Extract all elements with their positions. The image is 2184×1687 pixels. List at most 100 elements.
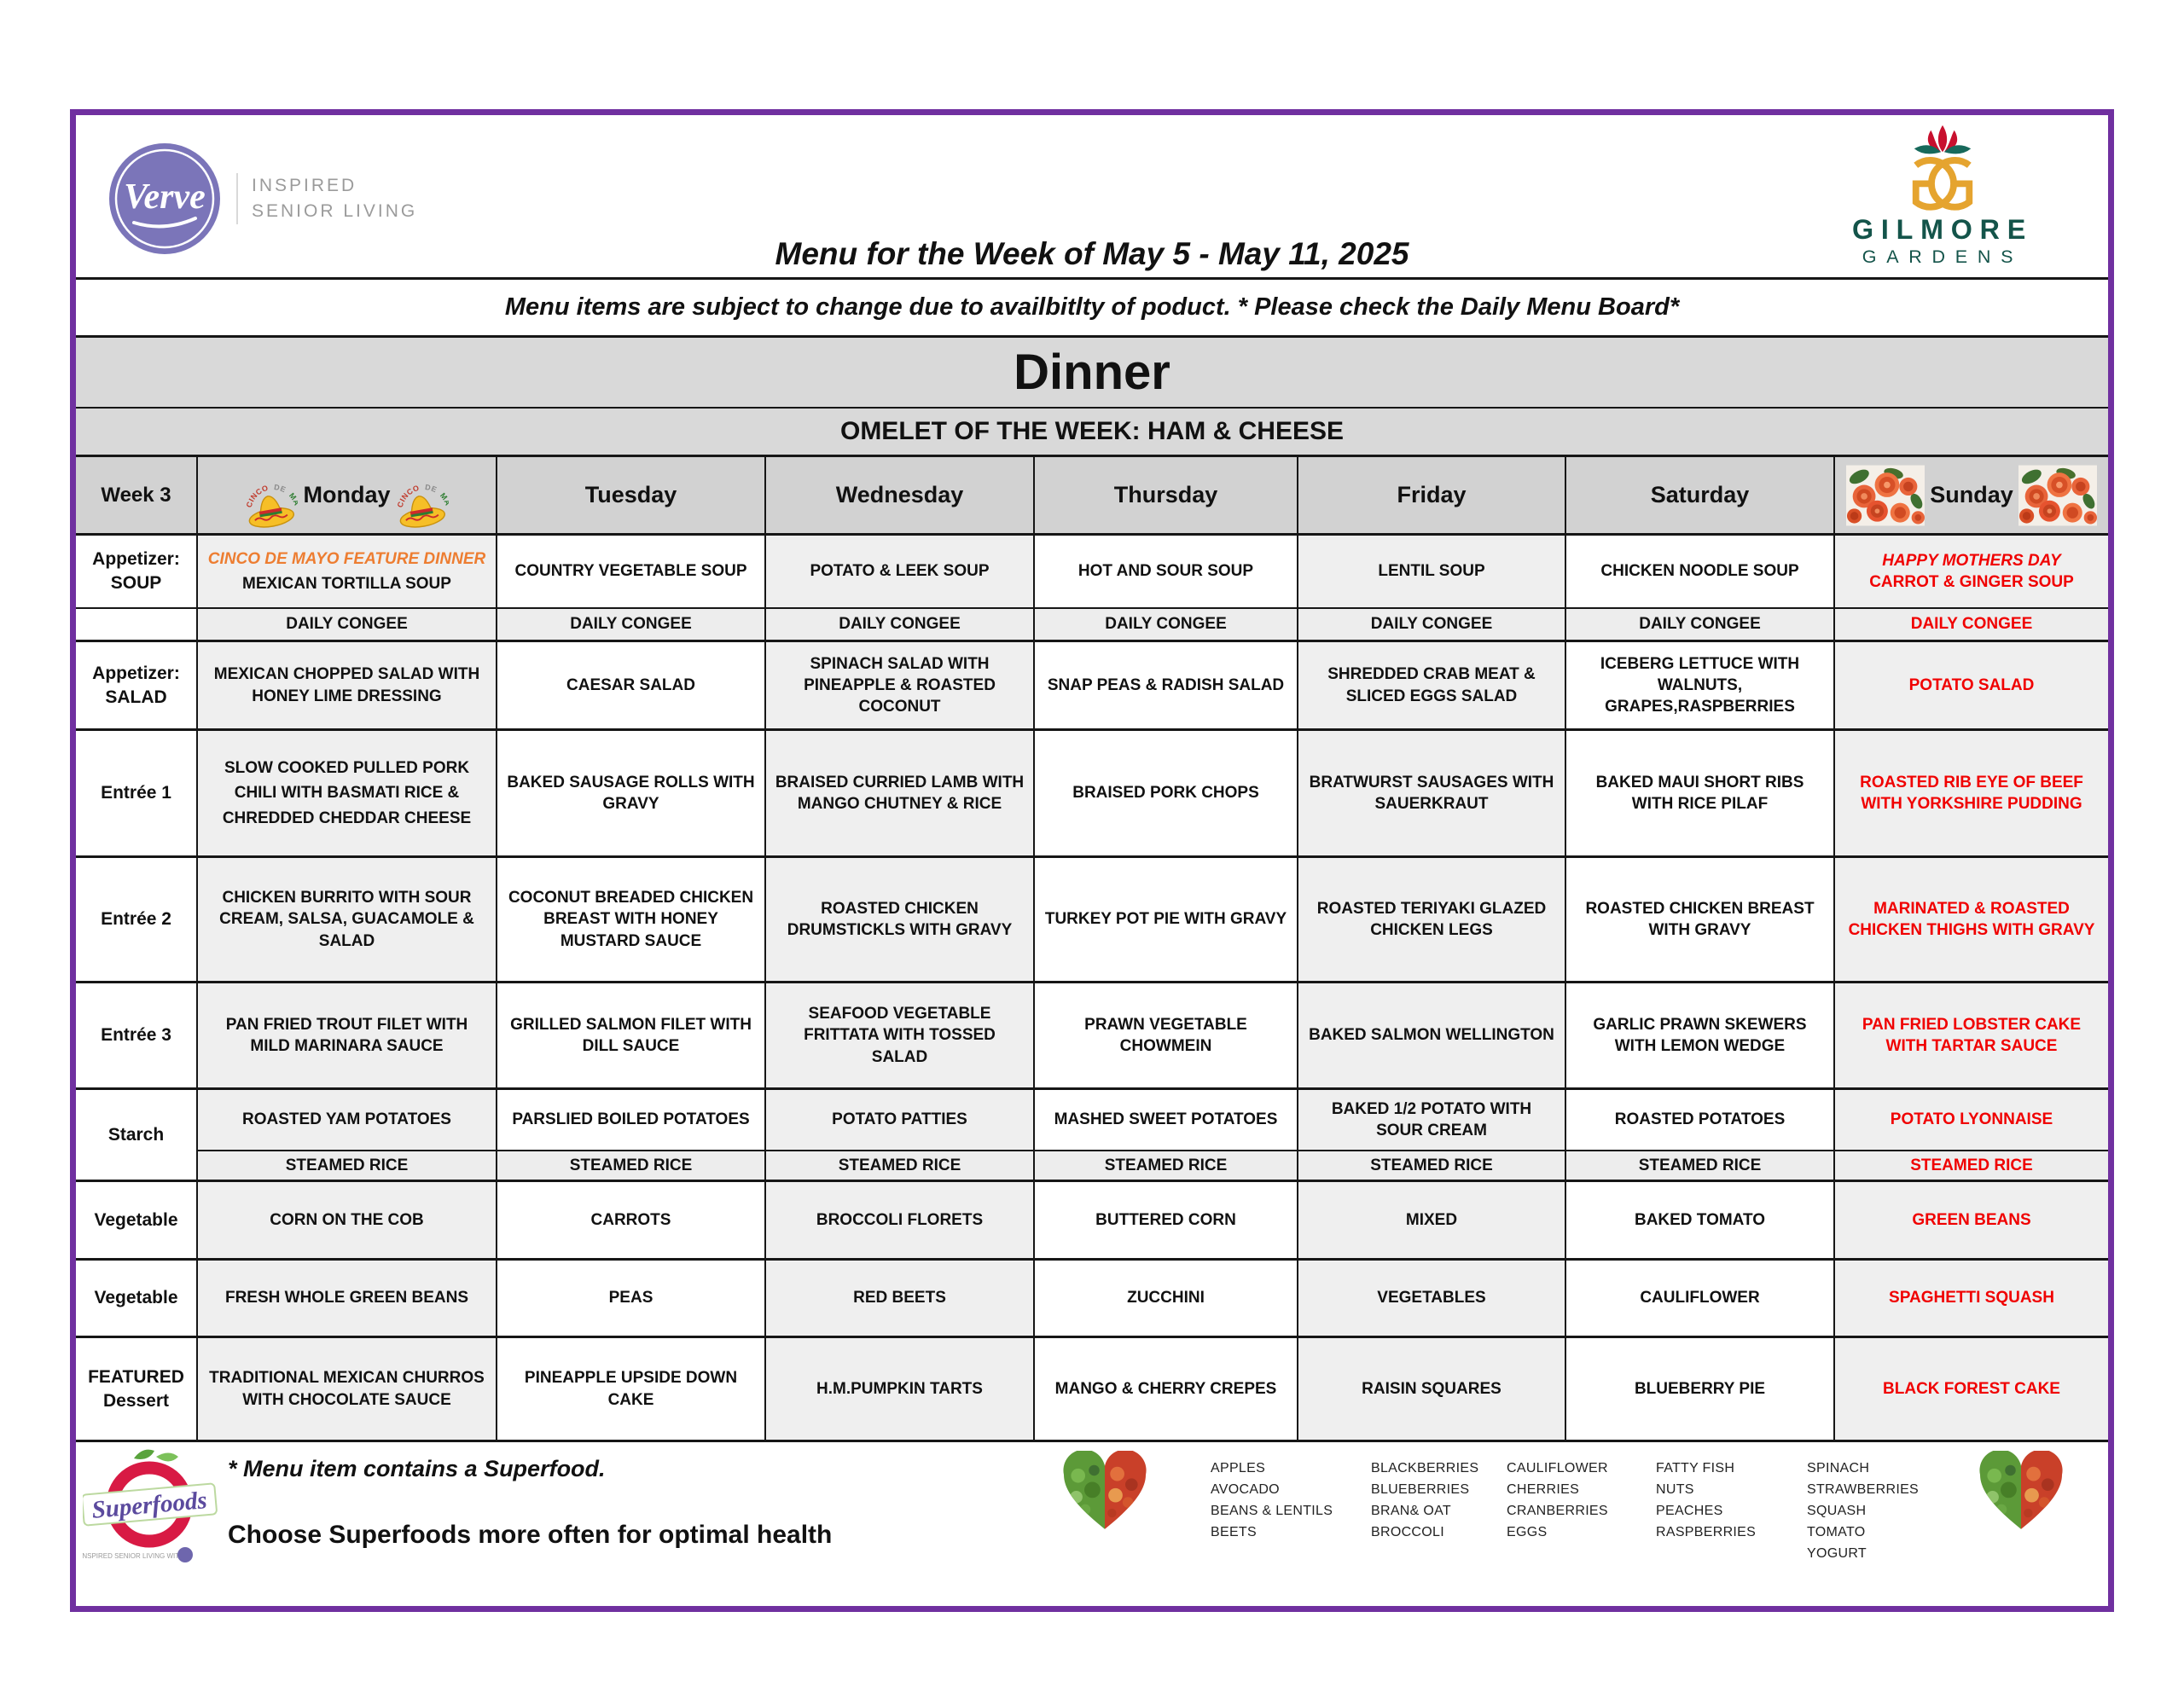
superfood-tagline: Choose Superfoods more often for optimal… [228,1521,833,1549]
cell-rice-friday: STEAMED RICE [1297,1150,1565,1180]
superfood-item: BEETS [1211,1525,1257,1539]
logo-row: Verve INSPIRED SENIOR LIVING GILMORE GAR… [76,115,2108,277]
superfood-item: BRAN& OAT [1371,1504,1451,1518]
cell-rice-tuesday: STEAMED RICE [496,1150,764,1180]
verve-logo-icon: Verve [109,143,220,254]
superfood-column: FATTY FISH NUTS PEACHES RASPBERRIES [1656,1458,1807,1564]
superfoods-logo-subtext: INSPIRED SENIOR LIVING WITH [83,1552,184,1560]
row-label-entree1: Entrée 1 [76,728,196,855]
cell-veg2-saturday: CAULIFLOWER [1565,1258,1833,1336]
superfood-item: BLACKBERRIES [1371,1461,1479,1475]
day-header-sunday: Sunday [1833,457,2108,533]
cell-starch-friday: BAKED 1/2 POTATO WITH SOUR CREAM [1297,1087,1565,1150]
cell-veg1-wednesday: BROCCOLI FLORETS [764,1180,1033,1258]
superfood-item: RASPBERRIES [1656,1525,1757,1539]
day-label-saturday: Saturday [1650,481,1750,507]
cinco-feature-note: CINCO DE MAYO FEATURE DINNER [207,549,486,568]
cell-entree3-friday: BAKED SALMON WELLINGTON [1297,981,1565,1087]
cell-rice-wednesday: STEAMED RICE [764,1150,1033,1180]
day-header-wednesday: Wednesday [764,457,1033,533]
cell-soup-tuesday: COUNTRY VEGETABLE SOUP [496,533,764,607]
cell-soup-monday: CINCO DE MAYO FEATURE DINNER MEXICAN TOR… [196,533,496,607]
cell-dessert-monday: TRADITIONAL MEXICAN CHURROS WITH CHOCOLA… [196,1336,496,1440]
cell-salad-sunday: POTATO SALAD [1833,640,2108,728]
day-label-friday: Friday [1397,481,1467,507]
cell-veg1-saturday: BAKED TOMATO [1565,1180,1833,1258]
cell-entree1-sunday: ROASTED RIB EYE OF BEEF WITH YORKSHIRE P… [1833,728,2108,855]
veggie-heart-icon [1979,1451,2063,1529]
cell-salad-saturday: ICEBERG LETTUCE WITH WALNUTS, GRAPES,RAS… [1565,640,1833,728]
gilmore-name-text: GILMORE [1852,214,2033,245]
cell-soup-sunday: HAPPY MOTHERS DAY CARROT & GINGER SOUP [1833,533,2108,607]
day-label-tuesday: Tuesday [584,481,677,507]
cell-starch-sunday: POTATO LYONNAISE [1833,1087,2108,1150]
superfood-item: STRAWBERRIES [1807,1482,1920,1497]
cell-congee-tuesday: DAILY CONGEE [496,607,764,640]
cell-congee-saturday: DAILY CONGEE [1565,607,1833,640]
cell-veg1-friday: MIXED [1297,1180,1565,1258]
cell-soup-friday: LENTIL SOUP [1297,533,1565,607]
superfood-list: APPLES AVOCADO BEANS & LENTILS BEETS BLA… [1211,1458,1935,1564]
cell-entree1-friday: BRATWURST SAUSAGES WITH SAUERKRAUT [1297,728,1565,855]
veggie-heart-icon [1063,1451,1147,1529]
cell-text: MEXICAN TORTILLA SOUP [242,575,451,593]
superfoods-footer: Superfoods INSPIRED SENIOR LIVING WITH *… [76,1440,2108,1606]
cell-rice-saturday: STEAMED RICE [1565,1150,1833,1180]
weekly-special-banner: OMELET OF THE WEEK: HAM & CHEESE [76,407,2108,455]
cell-veg1-tuesday: CARROTS [496,1180,764,1258]
cell-entree3-tuesday: GRILLED SALMON FILET WITH DILL SAUCE [496,981,764,1087]
cell-rice-sunday: STEAMED RICE [1833,1150,2108,1180]
cell-text: SLOW COOKED PULLED PORK CHILI WITH BASMA… [222,758,472,827]
cell-starch-monday: ROASTED YAM POTATOES [196,1087,496,1150]
superfood-column: CAULIFLOWER CHERRIES CRANBERRIES EGGS [1507,1458,1656,1564]
cell-starch-saturday: ROASTED POTATOES [1565,1087,1833,1150]
cell-veg1-sunday: GREEN BEANS [1833,1180,2108,1258]
cell-veg2-monday: FRESH WHOLE GREEN BEANS [196,1258,496,1336]
day-label-sunday: Sunday [1930,481,2013,507]
cell-salad-wednesday: SPINACH SALAD WITH PINEAPPLE & ROASTED C… [764,640,1033,728]
cell-congee-friday: DAILY CONGEE [1297,607,1565,640]
superfood-item: CRANBERRIES [1507,1504,1608,1518]
cell-entree2-saturday: ROASTED CHICKEN BREAST WITH GRAVY [1565,855,1833,981]
week-number-cell: Week 3 [76,457,196,533]
cell-congee-wednesday: DAILY CONGEE [764,607,1033,640]
cell-entree2-sunday: MARINATED & ROASTED CHICKEN THIGHS WITH … [1833,855,2108,981]
cell-entree3-wednesday: SEAFOOD VEGETABLE FRITTATA WITH TOSSED S… [764,981,1033,1087]
superfood-item: CAULIFLOWER [1507,1461,1608,1475]
verve-branding: Verve INSPIRED SENIOR LIVING [107,141,417,257]
mothers-day-note: HAPPY MOTHERS DAY [1882,551,2061,570]
cell-entree2-monday: CHICKEN BURRITO WITH SOUR CREAM, SALSA, … [196,855,496,981]
superfoods-logo-icon: Superfoods INSPIRED SENIOR LIVING WITH [83,1449,218,1562]
cell-veg2-friday: VEGETABLES [1297,1258,1565,1336]
cell-veg1-monday: CORN ON THE COB [196,1180,496,1258]
gilmore-sub-text: GARDENS [1862,246,2023,267]
sombrero-icon: CINCO DE MAYO [396,474,449,528]
cell-starch-wednesday: POTATO PATTIES [764,1087,1033,1150]
cell-entree2-tuesday: COCONUT BREADED CHICKEN BREAST WITH HONE… [496,855,764,981]
roses-photo-icon [1846,465,1926,525]
superfood-item: BROCCOLI [1371,1525,1444,1539]
cell-congee-sunday: DAILY CONGEE [1833,607,2108,640]
cell-entree1-saturday: BAKED MAUI SHORT RIBS WITH RICE PILAF [1565,728,1833,855]
cell-starch-tuesday: PARSLIED BOILED POTATOES [496,1087,764,1150]
cell-dessert-tuesday: PINEAPPLE UPSIDE DOWN CAKE [496,1336,764,1440]
cell-veg1-thursday: BUTTERED CORN [1033,1180,1297,1258]
superfood-item: CHERRIES [1507,1482,1580,1497]
day-header-monday: CINCO DE MAYO Monday C [196,457,496,533]
cell-rice-thursday: STEAMED RICE [1033,1150,1297,1180]
cell-salad-tuesday: CAESAR SALAD [496,640,764,728]
gilmore-branding: GILMORE GARDENS [1823,122,2062,276]
day-label-monday: Monday [303,481,391,507]
cell-entree3-sunday: PAN FRIED LOBSTER CAKE WITH TARTAR SAUCE [1833,981,2108,1087]
superfood-item: FATTY FISH [1656,1461,1735,1475]
weekly-menu-table: Week 3 CINCO DE MAYO [76,455,2108,1440]
superfood-note: * Menu item contains a Superfood. [228,1456,606,1481]
day-header-tuesday: Tuesday [496,457,764,533]
row-label-vegetable2: Vegetable [76,1258,196,1336]
superfood-column: APPLES AVOCADO BEANS & LENTILS BEETS [1211,1458,1371,1564]
roses-photo-icon [2018,465,2097,525]
cell-entree1-thursday: BRAISED PORK CHOPS [1033,728,1297,855]
row-label-entree2: Entrée 2 [76,855,196,981]
cell-dessert-friday: RAISIN SQUARES [1297,1336,1565,1440]
cell-soup-thursday: HOT AND SOUR SOUP [1033,533,1297,607]
